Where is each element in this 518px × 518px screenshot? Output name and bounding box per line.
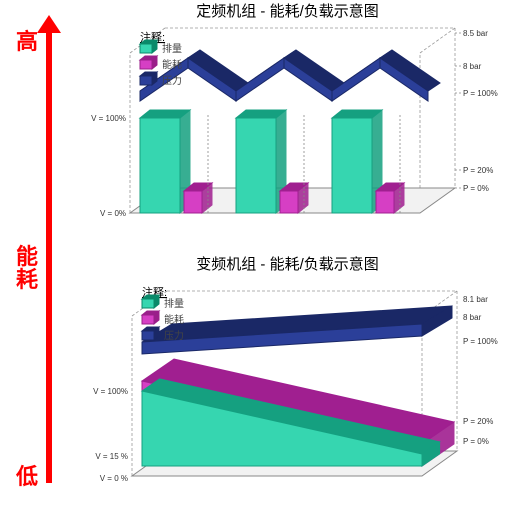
svg-text:8 bar: 8 bar [463, 313, 482, 322]
svg-text:P = 100%: P = 100% [463, 89, 498, 98]
svg-text:能耗: 能耗 [162, 58, 182, 71]
svg-text:排量: 排量 [164, 297, 184, 310]
arrow-label-high: 高 [14, 30, 40, 53]
svg-text:压力: 压力 [164, 329, 184, 342]
svg-text:V = 0 %: V = 0 % [100, 474, 128, 483]
charts-column: 定频机组 - 能耗/负载示意图 8.5 bar 8 bar P = 100% P = … [65, 0, 510, 518]
svg-text:P = 0%: P = 0% [463, 437, 489, 446]
svg-text:P = 100%: P = 100% [463, 337, 498, 346]
arrow-shaft [46, 28, 52, 483]
energy-axis-arrow: 高 能耗 低 [8, 10, 63, 508]
svg-text:排量: 排量 [162, 42, 182, 55]
chart2: 8.1 bar 8 bar P = 100% P = 20% P = 0% V = 100… [70, 276, 505, 498]
arrow-label-low: 低 [14, 465, 40, 488]
svg-text:压力: 压力 [162, 74, 182, 87]
svg-text:P = 20%: P = 20% [463, 417, 493, 426]
svg-text:8 bar: 8 bar [463, 62, 482, 71]
svg-text:P = 0%: P = 0% [463, 184, 489, 193]
svg-text:8.5 bar: 8.5 bar [463, 29, 488, 38]
chart1: 8.5 bar 8 bar P = 100% P = 20% P = 0% V = 100… [70, 23, 505, 245]
chart1-title: 定频机组 - 能耗/负载示意图 [65, 0, 510, 21]
svg-text:V = 100%: V = 100% [93, 387, 128, 396]
svg-text:V = 100%: V = 100% [91, 114, 126, 123]
svg-text:8.1 bar: 8.1 bar [463, 295, 488, 304]
svg-text:能耗: 能耗 [164, 313, 184, 326]
svg-text:P = 20%: P = 20% [463, 166, 493, 175]
svg-text:V = 15 %: V = 15 % [95, 452, 128, 461]
svg-text:V = 0%: V = 0% [100, 209, 126, 218]
arrow-label-mid: 能耗 [14, 245, 40, 291]
chart2-title: 变频机组 - 能耗/负载示意图 [65, 253, 510, 274]
